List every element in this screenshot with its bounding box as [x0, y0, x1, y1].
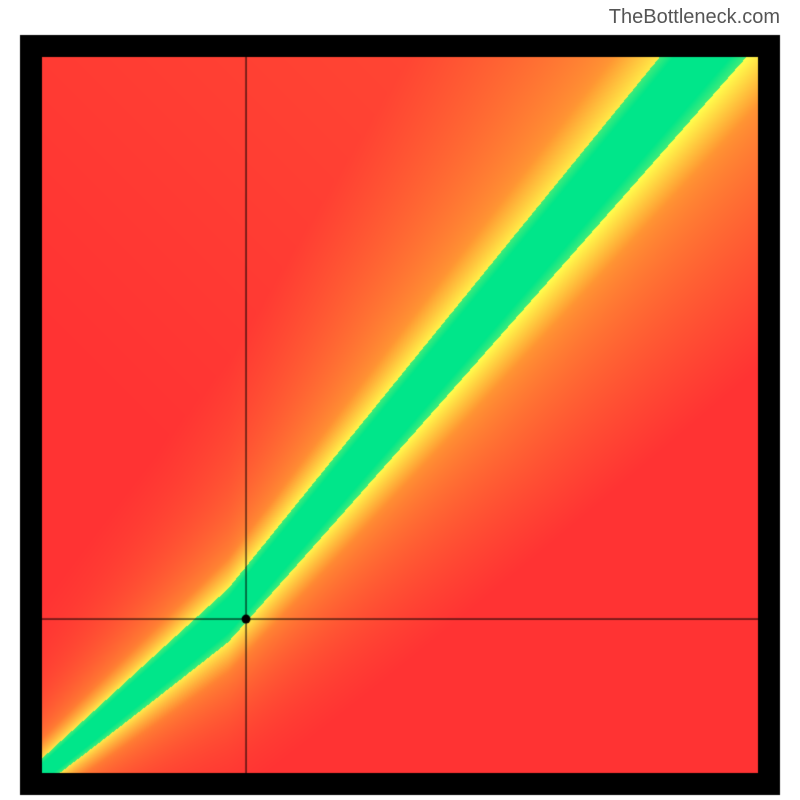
bottleneck-heatmap	[0, 0, 800, 800]
watermark-text: TheBottleneck.com	[609, 6, 780, 29]
